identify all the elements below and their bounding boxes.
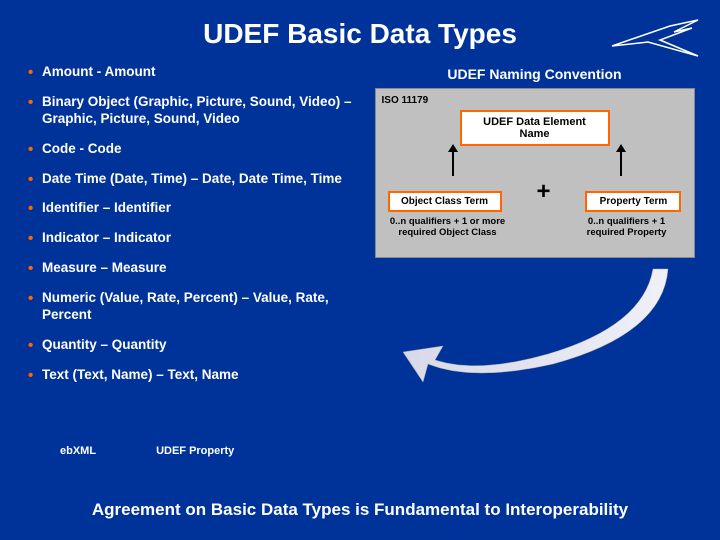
iso-label: ISO 11179 [382, 95, 688, 106]
list-item: Indicator – Indicator [28, 230, 363, 247]
object-class-box: Object Class Term [388, 191, 502, 212]
list-item: Quantity – Quantity [28, 337, 363, 354]
diagram-title: UDEF Naming Convention [369, 66, 700, 82]
list-item: Measure – Measure [28, 260, 363, 277]
list-item: Numeric (Value, Rate, Percent) – Value, … [28, 290, 363, 324]
qualifier-note-left: 0..n qualifiers + 1 or more required Obj… [388, 216, 508, 239]
swoosh-arrow-icon [403, 264, 683, 394]
star-logo [610, 18, 700, 58]
data-element-name-box: UDEF Data Element Name [460, 110, 610, 146]
footer-text: Agreement on Basic Data Types is Fundame… [0, 500, 720, 520]
diagram-column: UDEF Naming Convention ISO 11179 UDEF Da… [363, 64, 700, 397]
arrow-up-icon [452, 150, 454, 176]
naming-diagram: ISO 11179 UDEF Data Element Name Object … [375, 88, 695, 258]
udef-property-label: UDEF Property [156, 445, 234, 457]
list-item: Date Time (Date, Time) – Date, Date Time… [28, 171, 363, 188]
ebxml-label: ebXML [60, 445, 96, 457]
qualifier-note-right: 0..n qualifiers + 1 required Property [572, 216, 682, 239]
list-item: Text (Text, Name) – Text, Name [28, 367, 363, 384]
list-item: Identifier – Identifier [28, 200, 363, 217]
property-term-box: Property Term [585, 191, 681, 212]
bullet-column: Amount - Amount Binary Object (Graphic, … [28, 64, 363, 397]
content-area: Amount - Amount Binary Object (Graphic, … [0, 50, 720, 397]
list-item: Amount - Amount [28, 64, 363, 81]
plus-icon: + [536, 180, 550, 212]
list-item: Binary Object (Graphic, Picture, Sound, … [28, 94, 363, 128]
bottom-labels: ebXML UDEF Property [60, 445, 234, 457]
arrow-up-icon [620, 150, 622, 176]
bullet-list: Amount - Amount Binary Object (Graphic, … [28, 64, 363, 384]
list-item: Code - Code [28, 141, 363, 158]
